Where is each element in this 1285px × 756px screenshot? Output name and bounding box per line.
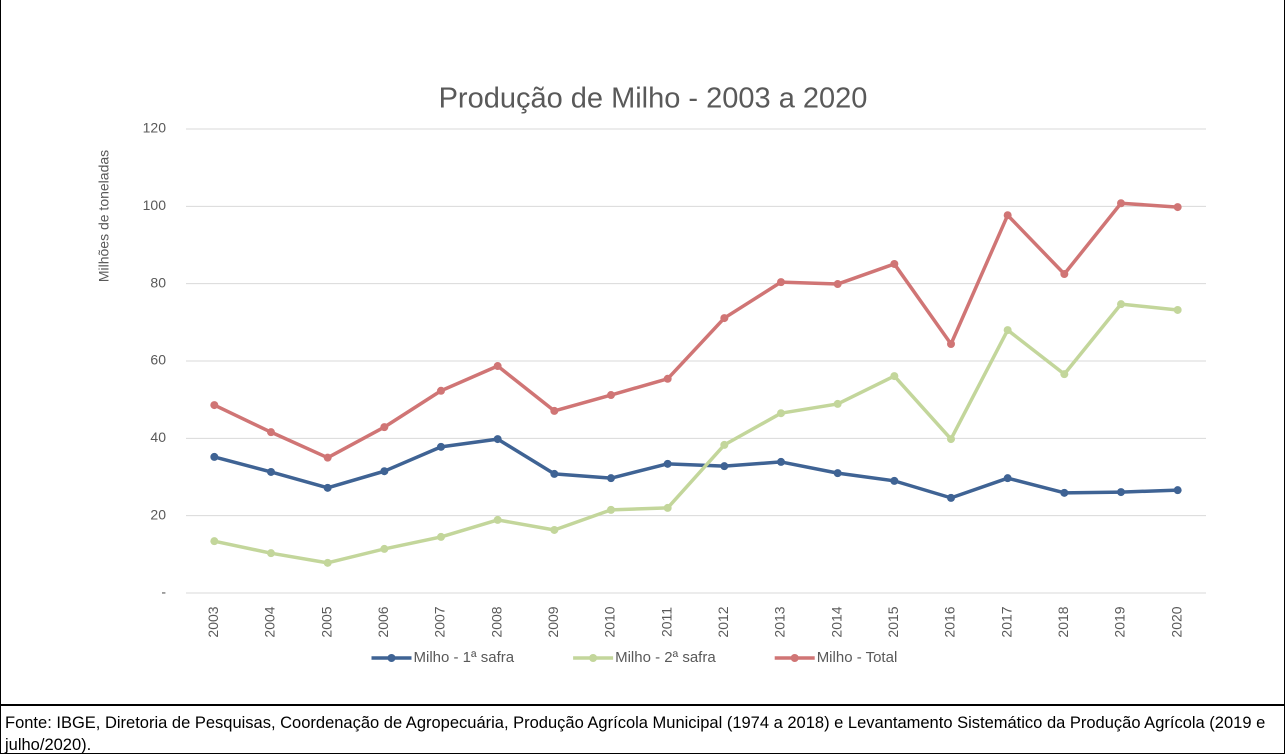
- y-axis-label: Milhões de toneladas: [96, 150, 112, 282]
- data-point: [493, 362, 502, 371]
- source-note: Fonte: IBGE, Diretoria de Pesquisas, Coo…: [0, 705, 1285, 754]
- x-tick-label: 2012: [715, 606, 731, 637]
- data-point: [890, 476, 899, 485]
- data-point: [947, 435, 955, 444]
- data-point: [663, 374, 672, 383]
- data-point: [1060, 270, 1069, 278]
- x-tick-label: 2018: [1055, 606, 1071, 637]
- x-tick-label: 2017: [998, 606, 1014, 637]
- data-point: [663, 459, 672, 468]
- frame: Produção de Milho - 2003 a 2020 Milhões …: [0, 0, 1285, 705]
- x-tick-label: 2010: [602, 606, 618, 637]
- data-point: [323, 558, 332, 567]
- x-tick-label: 2003: [205, 606, 221, 637]
- data-point: [493, 435, 502, 444]
- data-point: [1117, 488, 1125, 497]
- data-point: [890, 372, 899, 381]
- series-line: [213, 437, 1178, 500]
- data-point: [833, 469, 842, 478]
- legend-label: Milho - 1ª safra: [414, 649, 515, 666]
- data-point: [1173, 203, 1182, 212]
- chart-title: Produção de Milho - 2003 a 2020: [439, 83, 868, 115]
- y-tick-label: 20: [150, 506, 166, 522]
- data-point: [1060, 370, 1069, 379]
- data-point: [550, 525, 559, 534]
- y-tick-label: 60: [150, 352, 166, 368]
- data-point: [323, 483, 332, 492]
- x-tick-label: 2008: [488, 606, 504, 637]
- data-point: [1003, 211, 1012, 220]
- data-point: [1003, 474, 1012, 483]
- data-point: [380, 544, 389, 553]
- data-point: [720, 314, 729, 323]
- data-point: [607, 505, 615, 514]
- data-point: [1117, 300, 1125, 309]
- legend-marker: [589, 654, 598, 662]
- data-point: [267, 428, 275, 437]
- y-tick-label: 100: [143, 197, 167, 213]
- data-point: [437, 442, 445, 451]
- data-point: [1173, 486, 1182, 495]
- data-point: [1173, 305, 1182, 314]
- legend-label: Milho - Total: [817, 649, 898, 666]
- y-tick-label: 40: [150, 429, 166, 445]
- data-point: [380, 423, 389, 432]
- x-tick-label: 2011: [658, 607, 674, 637]
- y-tick-label: -: [161, 584, 166, 600]
- data-point: [550, 406, 559, 415]
- x-tick-label: 2019: [1112, 606, 1128, 637]
- data-point: [607, 474, 615, 483]
- data-point: [550, 469, 559, 478]
- y-tick-label: 120: [143, 120, 167, 136]
- x-tick-label: 2014: [828, 606, 844, 637]
- data-point: [437, 386, 445, 395]
- x-tick-label: 2006: [375, 606, 391, 637]
- data-point: [493, 515, 502, 524]
- x-tick-label: 2015: [885, 606, 901, 637]
- x-tick-label: 2013: [772, 606, 788, 637]
- data-point: [380, 467, 389, 476]
- data-point: [267, 549, 275, 558]
- data-point: [720, 440, 729, 449]
- data-point: [437, 532, 445, 541]
- data-point: [1117, 199, 1125, 208]
- x-tick-label: 2009: [545, 606, 561, 637]
- data-point: [210, 401, 219, 410]
- data-point: [210, 537, 219, 546]
- legend-marker: [790, 654, 799, 662]
- legend-marker: [387, 654, 396, 662]
- data-point: [607, 391, 615, 400]
- chart: Produção de Milho - 2003 a 2020 Milhões …: [96, 83, 1206, 666]
- x-tick-label: 2016: [942, 606, 958, 637]
- data-point: [777, 409, 785, 418]
- x-tick-label: 2005: [318, 606, 334, 637]
- data-point: [663, 503, 672, 512]
- data-point: [890, 259, 899, 268]
- data-point: [777, 457, 785, 466]
- x-tick-label: 2020: [1168, 606, 1184, 637]
- data-point: [947, 493, 955, 502]
- data-point: [833, 280, 842, 289]
- data-point: [1003, 326, 1012, 335]
- data-point: [210, 452, 219, 461]
- data-point: [267, 467, 275, 476]
- data-point: [720, 462, 729, 471]
- legend-label: Milho - 2ª safra: [615, 649, 716, 666]
- x-tick-label: 2007: [432, 606, 448, 637]
- data-point: [777, 278, 785, 287]
- y-tick-label: 80: [150, 274, 166, 290]
- data-point: [833, 399, 842, 408]
- x-tick-label: 2004: [262, 606, 278, 637]
- data-point: [947, 339, 955, 348]
- data-point: [323, 453, 332, 462]
- series-line: [213, 201, 1178, 460]
- series-line: [213, 302, 1178, 565]
- data-point: [1060, 488, 1069, 497]
